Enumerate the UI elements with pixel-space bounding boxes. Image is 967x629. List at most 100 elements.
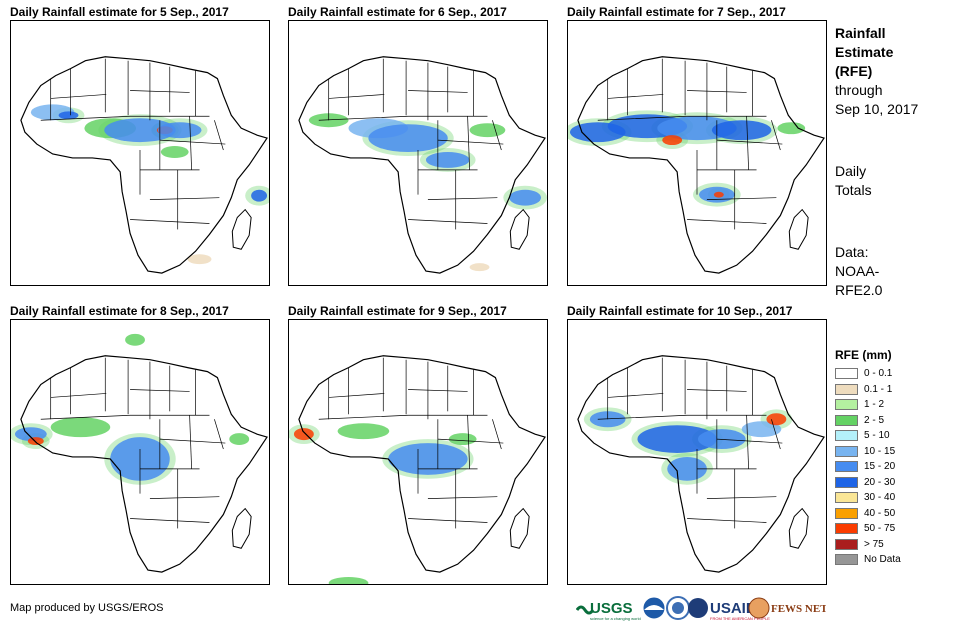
data-source-line: RFE2.0 bbox=[835, 282, 883, 298]
side-daily-line: Daily bbox=[835, 163, 867, 179]
country-border bbox=[607, 393, 664, 398]
legend-swatch bbox=[835, 445, 858, 457]
rainfall-blob bbox=[448, 433, 477, 446]
legend-swatch bbox=[835, 492, 858, 504]
legend-swatch bbox=[835, 523, 858, 535]
rainfall-blob bbox=[187, 254, 212, 265]
rainfall-blob bbox=[104, 118, 176, 143]
madagascar-outline bbox=[509, 507, 530, 549]
country-border bbox=[149, 197, 220, 200]
country-border bbox=[597, 115, 767, 121]
map-panel-6: Daily Rainfall estimate for 10 Sep., 201… bbox=[567, 304, 827, 586]
panel-title: Daily Rainfall estimate for 10 Sep., 201… bbox=[567, 304, 793, 318]
africa-coastline bbox=[577, 56, 825, 274]
rainfall-blob bbox=[713, 191, 724, 198]
country-border bbox=[159, 438, 226, 444]
country-border bbox=[437, 139, 504, 145]
country-border bbox=[318, 414, 488, 420]
rainfall-blob bbox=[328, 577, 369, 584]
legend-label: 0 - 0.1 bbox=[864, 368, 893, 380]
legend-label: 30 - 40 bbox=[864, 492, 896, 504]
madagascar-outline bbox=[231, 208, 252, 250]
fewsnet-logo: FEWS NET bbox=[748, 597, 828, 619]
africa-coastline bbox=[577, 355, 825, 573]
doi-seal-logo bbox=[666, 596, 690, 620]
side-daily: Daily Totals bbox=[835, 162, 872, 200]
country-border bbox=[214, 419, 224, 450]
country-border bbox=[706, 496, 777, 499]
rainfall-blob bbox=[777, 122, 806, 135]
map-panel-5: Daily Rainfall estimate for 9 Sep., 2017 bbox=[288, 304, 548, 586]
country-border bbox=[328, 393, 385, 398]
legend-swatch bbox=[835, 399, 858, 411]
rainfall-blob bbox=[229, 433, 250, 446]
usgs-logo: USGS science for a changing world bbox=[575, 600, 641, 621]
legend-item: 50 - 75 bbox=[835, 521, 901, 537]
legend-title: RFE (mm) bbox=[835, 348, 892, 362]
usaid-logo: USAID FROM THE AMERICAN PEOPLE bbox=[688, 598, 770, 621]
legend-label: No Data bbox=[864, 554, 901, 566]
country-border bbox=[687, 389, 747, 392]
panel-title: Daily Rainfall estimate for 5 Sep., 2017 bbox=[10, 5, 229, 19]
country-border bbox=[492, 120, 502, 151]
country-border bbox=[130, 518, 210, 523]
legend-swatch bbox=[835, 538, 858, 550]
africa-coastline bbox=[298, 355, 546, 573]
legend-label: 20 - 30 bbox=[864, 476, 896, 488]
rainfall-blob bbox=[589, 411, 626, 428]
legend-swatch bbox=[835, 430, 858, 442]
country-border bbox=[746, 415, 749, 469]
rainfall-blob bbox=[425, 152, 470, 168]
rainfall-blob bbox=[368, 124, 448, 153]
country-border bbox=[437, 438, 504, 444]
country-border bbox=[687, 90, 747, 93]
map-panel-3: Daily Rainfall estimate for 7 Sep., 2017 bbox=[567, 5, 827, 287]
rainfall-blob bbox=[27, 437, 44, 446]
legend-item: 30 - 40 bbox=[835, 490, 901, 506]
legend-item: 1 - 2 bbox=[835, 397, 901, 413]
side-title-line: Rainfall bbox=[835, 25, 886, 41]
legend-swatch bbox=[835, 383, 858, 395]
legend-swatch bbox=[835, 507, 858, 519]
country-border bbox=[328, 94, 385, 99]
legend-item: 15 - 20 bbox=[835, 459, 901, 475]
side-through-date: Sep 10, 2017 bbox=[835, 101, 919, 117]
legend-item: 40 - 50 bbox=[835, 506, 901, 522]
country-border bbox=[40, 115, 210, 121]
madagascar-outline bbox=[788, 507, 809, 549]
rainfall-blob bbox=[741, 421, 782, 438]
rainfall-map bbox=[288, 319, 548, 585]
panel-title: Daily Rainfall estimate for 9 Sep., 2017 bbox=[288, 304, 507, 318]
rainfall-blob bbox=[388, 443, 468, 475]
rainfall-blob bbox=[337, 423, 390, 440]
country-border bbox=[214, 120, 224, 151]
legend-label: 5 - 10 bbox=[864, 430, 890, 442]
country-border bbox=[467, 116, 470, 170]
country-border bbox=[130, 90, 190, 93]
rainfall-blob bbox=[251, 189, 268, 202]
side-title-line: (RFE) bbox=[835, 63, 873, 79]
noaa-logo bbox=[642, 596, 666, 620]
country-border bbox=[706, 197, 777, 200]
legend-label: 15 - 20 bbox=[864, 461, 896, 473]
legend-label: 2 - 5 bbox=[864, 414, 885, 426]
data-source-line: NOAA- bbox=[835, 263, 880, 279]
side-daily-line: Totals bbox=[835, 182, 872, 198]
panel-title: Daily Rainfall estimate for 8 Sep., 2017 bbox=[10, 304, 229, 318]
map-panel-1: Daily Rainfall estimate for 5 Sep., 2017 bbox=[10, 5, 270, 287]
country-border bbox=[149, 496, 220, 499]
country-border bbox=[318, 115, 488, 121]
panel-title: Daily Rainfall estimate for 6 Sep., 2017 bbox=[288, 5, 507, 19]
rainfall-blob bbox=[469, 263, 490, 272]
africa-coastline bbox=[298, 56, 546, 274]
rainfall-blob bbox=[711, 120, 772, 141]
legend-swatch bbox=[835, 554, 858, 566]
rainfall-blob bbox=[766, 413, 787, 426]
rainfall-blob bbox=[157, 122, 202, 139]
legend-label: 1 - 2 bbox=[864, 399, 885, 411]
data-label: Data: bbox=[835, 244, 869, 260]
country-border bbox=[408, 518, 488, 523]
country-border bbox=[771, 419, 781, 450]
madagascar-outline bbox=[509, 208, 530, 250]
legend-label: > 75 bbox=[864, 538, 884, 550]
